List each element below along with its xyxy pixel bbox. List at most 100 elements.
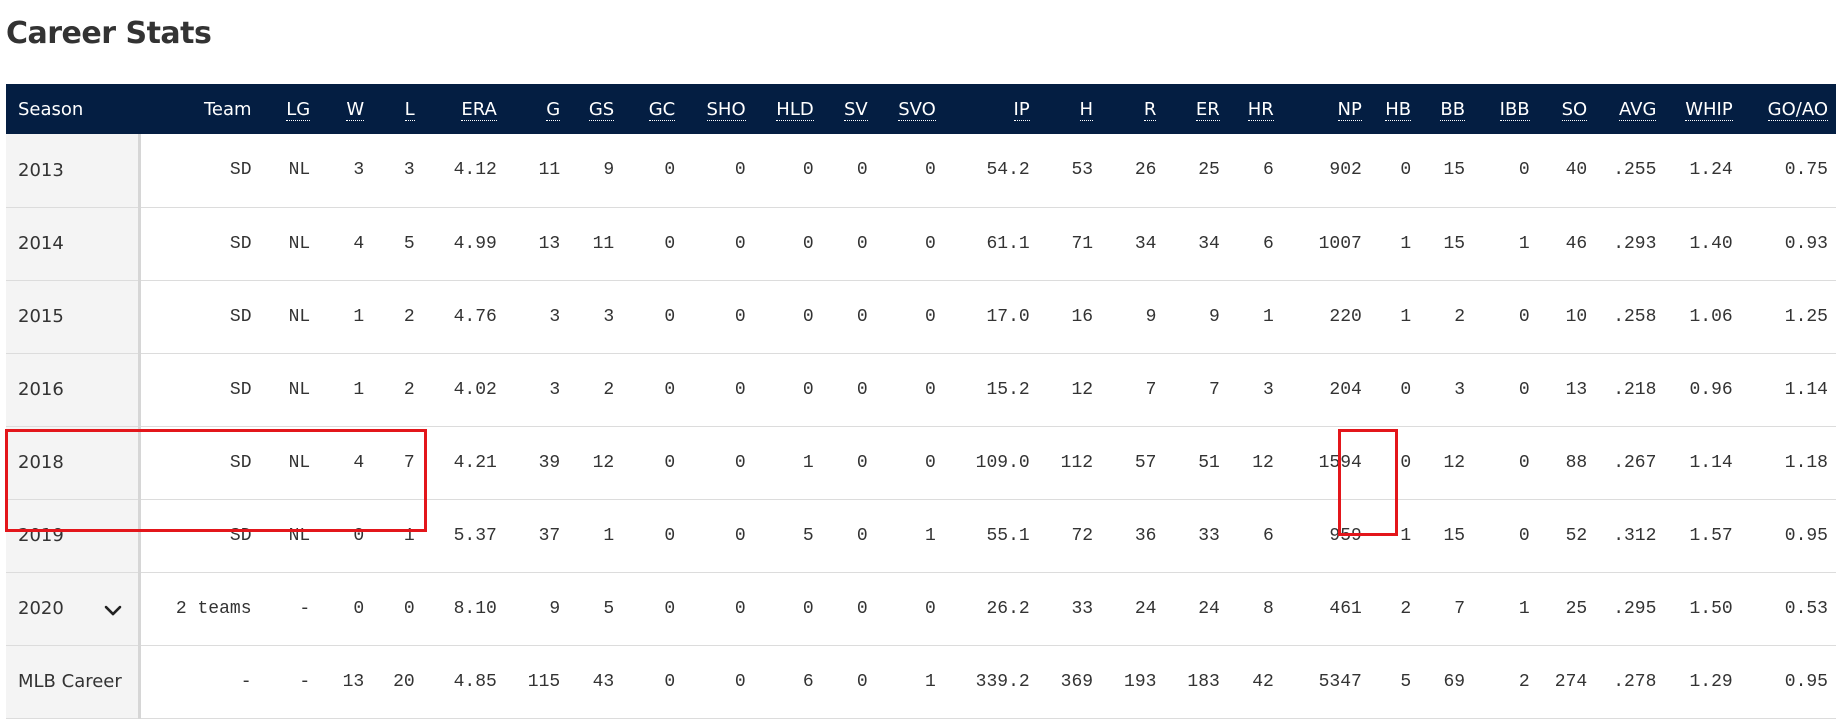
- stat-cell: 1007: [1282, 207, 1370, 280]
- column-header-label: HB: [1385, 98, 1412, 121]
- column-header-w[interactable]: W: [318, 84, 372, 134]
- column-header-hr[interactable]: HR: [1228, 84, 1282, 134]
- cell-text: 9: [1209, 306, 1220, 327]
- stat-cell: 193: [1101, 645, 1164, 718]
- column-header-er[interactable]: ER: [1164, 84, 1227, 134]
- column-header-team[interactable]: Team: [140, 84, 260, 134]
- stat-cell: 10: [1538, 280, 1596, 353]
- cell-text: 0: [856, 671, 868, 692]
- cell-text: 10: [1565, 306, 1588, 327]
- cell-text: 33: [1071, 598, 1094, 619]
- stat-cell: 1.29: [1664, 645, 1740, 718]
- cell-text: 2: [1518, 671, 1530, 692]
- column-header-season[interactable]: Season: [6, 84, 140, 134]
- stat-cell: .255: [1595, 134, 1664, 207]
- cell-text: 37: [538, 525, 561, 546]
- cell-text: 3: [353, 160, 365, 181]
- column-header-gc[interactable]: GC: [622, 84, 683, 134]
- cell-text: 53: [1071, 160, 1094, 181]
- cell-text: 0: [1400, 160, 1412, 181]
- column-header-whip[interactable]: WHIP: [1664, 84, 1740, 134]
- stat-cell: 0: [622, 207, 683, 280]
- column-header-sv[interactable]: SV: [822, 84, 876, 134]
- stat-cell: 9: [1164, 280, 1227, 353]
- chevron-down-icon[interactable]: [102, 599, 124, 621]
- stat-cell: SD: [140, 280, 260, 353]
- season-cell: MLB Career: [6, 645, 142, 718]
- column-header-l[interactable]: L: [372, 84, 422, 134]
- cell-text: 2020: [18, 598, 64, 619]
- stat-cell: 0.75: [1741, 134, 1836, 207]
- cell-text: 1: [1400, 525, 1412, 546]
- column-header-goao[interactable]: GO/AO: [1741, 84, 1836, 134]
- column-header-ibb[interactable]: IBB: [1473, 84, 1538, 134]
- cell-text: 0: [734, 160, 746, 181]
- cell-text: 7: [1454, 598, 1466, 619]
- cell-text: 204: [1329, 379, 1362, 400]
- column-header-era[interactable]: ERA: [423, 84, 505, 134]
- cell-text: .267: [1613, 452, 1657, 473]
- column-header-label: WHIP: [1685, 98, 1733, 121]
- stat-cell: 9: [505, 572, 568, 645]
- stat-cell: 53: [1038, 134, 1101, 207]
- column-header-svo[interactable]: SVO: [876, 84, 944, 134]
- stat-cell: 0: [822, 207, 876, 280]
- cell-text: 112: [1060, 452, 1094, 473]
- cell-text: 0: [664, 598, 676, 619]
- column-header-sho[interactable]: SHO: [683, 84, 753, 134]
- column-header-label: SVO: [898, 98, 936, 121]
- column-header-avg[interactable]: AVG: [1595, 84, 1664, 134]
- cell-text: 3: [603, 306, 615, 327]
- stat-cell: 4.02: [423, 353, 505, 426]
- cell-text: 3: [1454, 379, 1466, 400]
- column-header-hb[interactable]: HB: [1370, 84, 1419, 134]
- stat-cell: 71: [1038, 207, 1101, 280]
- stat-cell: SD: [140, 499, 260, 572]
- stat-cell: 339.2: [944, 645, 1038, 718]
- cell-text: 1: [1518, 233, 1530, 254]
- column-header-ip[interactable]: IP: [944, 84, 1038, 134]
- cell-text: 1594: [1318, 452, 1362, 473]
- column-header-label: H: [1079, 98, 1094, 121]
- cell-text: 6: [1262, 525, 1274, 546]
- column-header-label: SV: [843, 98, 868, 121]
- stat-cell: 1: [318, 280, 372, 353]
- column-header-r[interactable]: R: [1101, 84, 1164, 134]
- cell-text: .218: [1613, 379, 1657, 400]
- column-header-lg[interactable]: LG: [260, 84, 319, 134]
- column-header-h[interactable]: H: [1038, 84, 1101, 134]
- cell-text: 0: [664, 160, 676, 181]
- stat-cell: 0: [1473, 499, 1538, 572]
- stat-cell: NL: [260, 207, 319, 280]
- column-header-hld[interactable]: HLD: [754, 84, 822, 134]
- cell-text: 1: [603, 525, 615, 546]
- column-header-g[interactable]: G: [505, 84, 568, 134]
- stat-cell: 274: [1538, 645, 1596, 718]
- season-cell: 2015: [6, 280, 142, 353]
- column-header-np[interactable]: NP: [1282, 84, 1370, 134]
- stat-cell: 1: [1370, 499, 1419, 572]
- cell-text: .255: [1613, 160, 1657, 181]
- cell-text: 0: [924, 598, 936, 619]
- stat-cell: 0: [622, 645, 683, 718]
- column-header-so[interactable]: SO: [1538, 84, 1596, 134]
- cell-text: 0.93: [1784, 233, 1828, 254]
- stat-cell: 17.0: [944, 280, 1038, 353]
- stat-cell: 5: [1370, 645, 1419, 718]
- cell-text: 0: [802, 379, 814, 400]
- stat-cell: 15.2: [944, 353, 1038, 426]
- season-cell: 2018: [6, 426, 142, 499]
- column-header-bb[interactable]: BB: [1419, 84, 1473, 134]
- cell-text: 20: [393, 671, 415, 692]
- stat-cell: 26.2: [944, 572, 1038, 645]
- stat-cell: 34: [1101, 207, 1164, 280]
- column-header-gs[interactable]: GS: [568, 84, 622, 134]
- stat-cell: 0: [622, 280, 683, 353]
- cell-text: 2018: [18, 452, 64, 473]
- cell-text: 109.0: [975, 452, 1030, 473]
- stat-cell: 34: [1164, 207, 1227, 280]
- stat-cell: 4: [318, 207, 372, 280]
- cell-text: NL: [288, 306, 311, 327]
- cell-text: 2014: [18, 233, 64, 254]
- stat-cell: 2: [1473, 645, 1538, 718]
